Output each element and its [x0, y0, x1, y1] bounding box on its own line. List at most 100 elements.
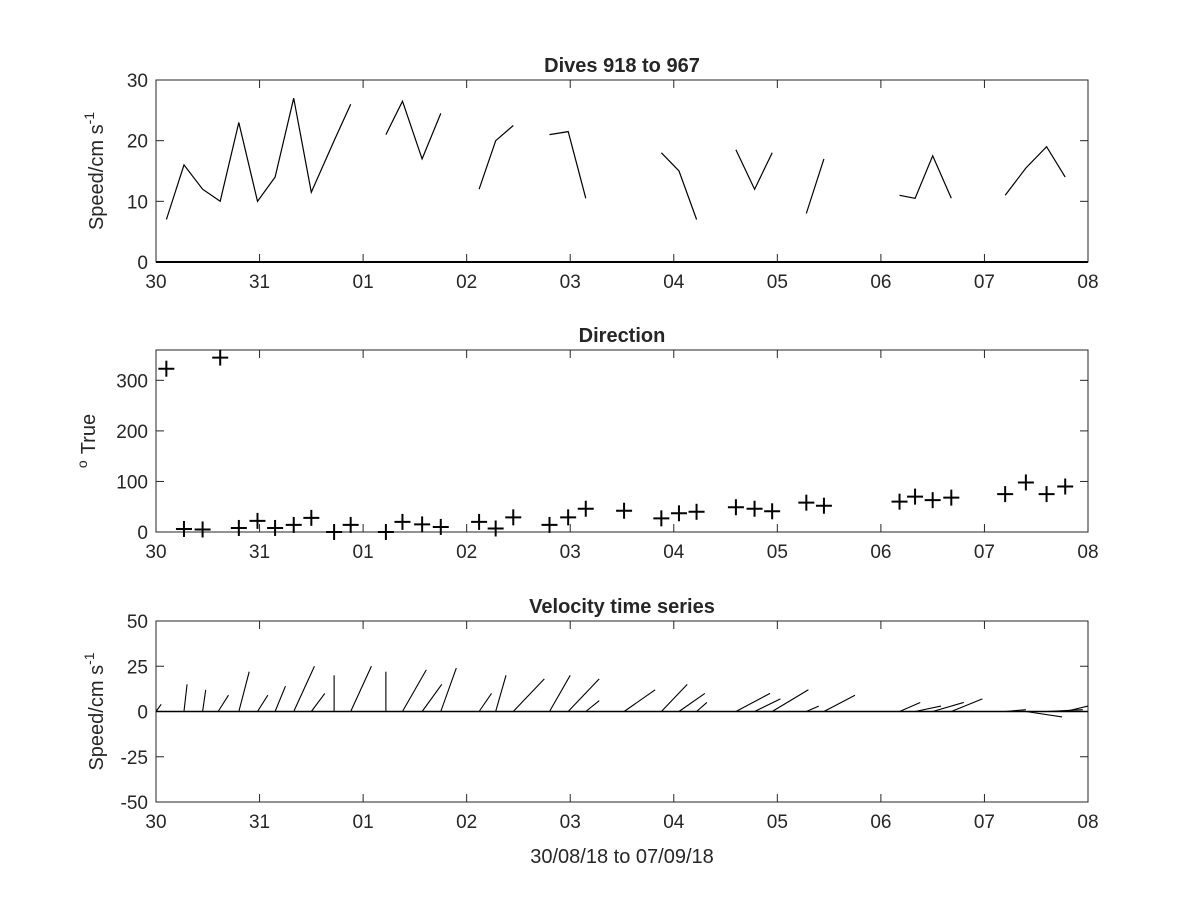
y-tick-label: 100 — [116, 472, 148, 493]
x-tick-label: 01 — [353, 812, 374, 833]
x-tick-label: 06 — [870, 272, 891, 293]
x-tick-label: 30 — [145, 542, 166, 563]
velocity-stick — [512, 678, 545, 712]
velocity-stick — [1065, 705, 1089, 713]
panel-3: 30 31 01 02 03 04 05 06 07 08 -50 -25 0 25 50 Velocity … — [81, 596, 1099, 868]
chart-title: Velocity time series — [529, 596, 715, 618]
speed-line-segment — [1004, 145, 1066, 196]
velocity-stick — [1046, 709, 1083, 713]
y-tick-label: 200 — [116, 422, 148, 443]
x-tick-label: 08 — [1077, 542, 1098, 563]
speed-line-segment — [735, 149, 773, 191]
velocity-stick — [660, 683, 688, 712]
direction-marker — [377, 524, 394, 540]
x-tick-label: 02 — [456, 542, 477, 563]
velocity-stick — [549, 675, 571, 712]
speed-line-segment — [660, 152, 698, 220]
y-tick-label: 300 — [116, 371, 148, 392]
direction-marker — [541, 516, 558, 533]
y-tick-label: 0 — [137, 253, 148, 274]
direction-marker — [1057, 478, 1074, 495]
x-tick-label: 06 — [870, 542, 891, 563]
velocity-stick — [440, 667, 457, 712]
x-tick-label: 04 — [663, 272, 685, 293]
direction-marker — [560, 509, 577, 526]
velocity-stick — [350, 666, 372, 712]
x-tick-label: 03 — [560, 542, 581, 563]
x-tick-label: 04 — [663, 542, 685, 563]
speed-line-segment — [805, 158, 825, 214]
chart-title: Dives 918 to 967 — [544, 55, 700, 77]
x-tick-label: 30 — [145, 272, 166, 293]
panel-1: 30 31 01 02 03 04 05 06 07 08 0 10 20 30 Dives 918 to … — [81, 55, 1099, 293]
direction-marker — [907, 488, 924, 505]
x-tick-label: 05 — [767, 272, 788, 293]
velocity-stick — [567, 678, 600, 712]
y-axis-label: o True — [74, 414, 100, 468]
y-axis-label: Speed/cm s-1 — [81, 652, 108, 770]
x-tick-label: 07 — [974, 812, 995, 833]
velocity-stick — [217, 694, 229, 712]
speed-line-segment — [899, 154, 952, 199]
direction-marker — [798, 494, 815, 511]
direction-marker — [688, 503, 705, 520]
direction-marker — [471, 513, 488, 530]
direction-marker — [577, 500, 594, 517]
velocity-stick — [754, 698, 781, 712]
x-tick-label: 05 — [767, 542, 788, 563]
direction-marker — [175, 520, 192, 537]
velocity-stick — [257, 694, 269, 712]
x-tick-label: 07 — [974, 542, 995, 563]
x-tick-label: 05 — [767, 812, 788, 833]
x-tick-label: 30 — [145, 812, 166, 833]
y-axis-label-exponent: -1 — [81, 652, 97, 665]
x-tick-label: 08 — [1077, 812, 1098, 833]
direction-marker — [194, 521, 211, 538]
velocity-stick — [310, 693, 326, 712]
velocity-stick — [623, 689, 656, 712]
direction-marker — [158, 360, 175, 377]
x-tick-label: 02 — [456, 272, 477, 293]
x-tick-label: 03 — [560, 812, 581, 833]
x-tick-label: 01 — [353, 272, 374, 293]
direction-marker — [326, 524, 343, 540]
direction-marker — [891, 493, 908, 510]
speed-line-segment — [165, 98, 352, 220]
y-axis-label-degree: o — [74, 460, 90, 468]
y-tick-label: 0 — [137, 523, 148, 544]
direction-marker — [414, 516, 431, 533]
x-tick-label: 31 — [249, 812, 270, 833]
direction-marker — [249, 512, 266, 529]
velocity-stick — [735, 692, 771, 712]
direction-marker — [303, 509, 320, 526]
speed-line-segment — [549, 130, 587, 199]
velocity-stick — [951, 698, 983, 713]
direction-marker — [670, 505, 687, 522]
direction-marker — [487, 520, 504, 537]
direction-marker — [746, 500, 763, 517]
direction-marker — [815, 497, 832, 514]
direction-marker — [1038, 486, 1055, 503]
velocity-stick — [806, 705, 819, 713]
y-tick-label: 50 — [127, 612, 148, 633]
velocity-stick — [696, 702, 708, 712]
speed-line-segment — [478, 125, 514, 190]
velocity-stick — [823, 694, 856, 712]
x-tick-label: 04 — [663, 812, 685, 833]
y-tick-label: 25 — [127, 657, 148, 678]
velocity-stick — [155, 703, 162, 712]
direction-marker — [505, 509, 522, 526]
x-tick-label: 03 — [560, 272, 581, 293]
velocity-stick — [421, 684, 443, 712]
velocity-stick — [899, 701, 921, 713]
panel-2: 30 31 01 02 03 04 05 06 07 08 0 100 200 300 Direction o… — [74, 325, 1099, 563]
velocity-stick — [293, 666, 315, 712]
direction-marker — [924, 492, 941, 509]
velocity-stick — [1025, 710, 1063, 718]
direction-marker — [997, 486, 1014, 503]
x-tick-label: 06 — [870, 812, 891, 833]
y-tick-label: 0 — [137, 703, 148, 724]
direction-marker — [342, 516, 359, 533]
x-tick-label: 31 — [249, 542, 270, 563]
